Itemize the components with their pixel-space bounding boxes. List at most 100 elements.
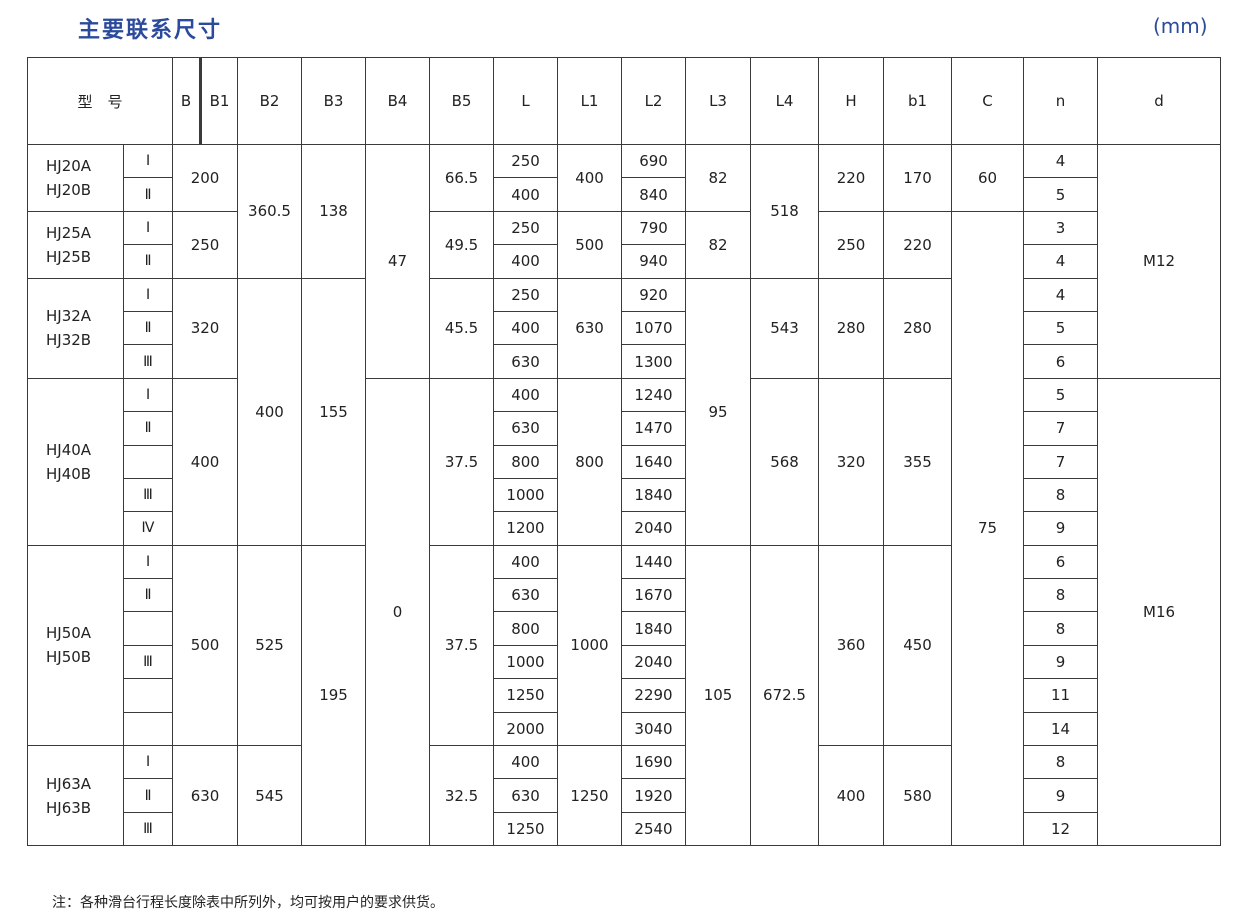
L2-cell: 1240 (621, 377, 687, 413)
header-L4: L4 (750, 57, 820, 145)
page-title: 主要联系尺寸 (78, 18, 223, 43)
n-cell: 9 (1023, 511, 1099, 546)
n-cell: 5 (1023, 177, 1099, 212)
n-cell: 4 (1023, 143, 1099, 179)
B5-cell: 37.5 (429, 377, 495, 546)
L1-cell: 400 (557, 144, 623, 212)
footnote: 注：各种滑台行程长度除表中所列外，均可按用户的要求供货。 (52, 895, 444, 911)
B4-cell: 47 (365, 144, 431, 379)
L-cell: 630 (493, 778, 559, 813)
table-row: HJ25A HJ25B Ⅰ 250 49.5 250 500 790 82 250 220 75 3 (27, 210, 1221, 847)
header-L: L (493, 57, 559, 145)
L-cell: 630 (493, 344, 559, 379)
table-row: HJ20A HJ20B Ⅰ 200 360.5 138 47 66.5 250 400 690 82 5… (27, 143, 1222, 379)
B-cell: 320 (172, 277, 239, 379)
L1-cell: 500 (557, 210, 623, 279)
n-cell: 6 (1023, 544, 1099, 580)
table-row: HJ63A HJ63B Ⅰ 630 545 32.5 400 1250 1690 400 580 8 (27, 745, 1221, 847)
L-cell: 400 (493, 745, 559, 780)
L-cell: 800 (493, 611, 559, 646)
model-name: HJ50A (46, 624, 92, 643)
header-B5: B5 (429, 57, 495, 145)
n-cell: 8 (1023, 745, 1099, 780)
grade-cell: Ⅰ (122, 745, 174, 780)
grade-cell: Ⅱ (122, 578, 174, 613)
L2-cell: 3040 (621, 711, 687, 747)
n-cell: 14 (1023, 711, 1099, 747)
B2-cell: 360.5 (237, 144, 303, 279)
grade-cell: Ⅰ (122, 143, 174, 179)
n-cell: 3 (1023, 210, 1099, 246)
grade-cell (122, 711, 174, 747)
grade-cell: Ⅰ (122, 544, 174, 580)
L-cell: 250 (493, 143, 559, 179)
L2-cell: 1670 (621, 578, 687, 613)
n-cell: 9 (1023, 644, 1099, 680)
model-name: HJ63A (46, 774, 92, 793)
B3-cell: 138 (301, 144, 367, 279)
B5-cell: 45.5 (429, 277, 495, 379)
table-row: 800 1640 7 (28, 444, 1221, 479)
header-model: 型 号 (26, 57, 174, 145)
L4-cell: 568 (750, 377, 820, 546)
L2-cell: 1920 (621, 778, 687, 813)
B5-cell: 66.5 (429, 144, 495, 212)
grade-cell: Ⅰ (122, 210, 174, 246)
n-cell: 7 (1023, 444, 1099, 479)
b1-cell: 220 (883, 210, 953, 279)
grade-cell (122, 611, 174, 646)
B-cell: 500 (172, 544, 239, 747)
header-L1: L1 (557, 57, 623, 145)
table-row: HJ50A HJ50B Ⅰ 500 525 195 37.5 400 1000 1440 105 67… (27, 544, 1221, 847)
H-cell: 400 (818, 745, 885, 847)
header-B1: B1 (200, 57, 239, 145)
model-name: HJ63B (46, 798, 92, 817)
table-row: 800 1840 8 (28, 611, 1221, 646)
grade-cell: Ⅱ (122, 177, 174, 212)
L4-cell: 543 (750, 277, 820, 379)
B5-cell: 37.5 (429, 544, 495, 747)
header-row: 型 号 B B1 B2 B3 B4 B5 L L1 L2 L3 L4 H b1 … (26, 57, 1222, 145)
model-cell: HJ50A HJ50B (27, 544, 124, 747)
L2-cell: 940 (621, 244, 687, 279)
L-cell: 400 (493, 544, 559, 580)
b1-cell: 580 (883, 745, 953, 847)
header-b1: b1 (883, 57, 953, 145)
header-H: H (818, 57, 885, 145)
header-B2: B2 (237, 57, 303, 145)
grade-cell: Ⅲ (122, 477, 174, 513)
B2-cell: 525 (237, 544, 303, 747)
B-cell: 250 (172, 210, 239, 279)
grade-cell: Ⅱ (122, 244, 174, 279)
L4-cell: 518 (750, 144, 820, 279)
n-cell: 11 (1023, 678, 1099, 713)
C-cell: 75 (951, 210, 1025, 847)
L2-cell: 2040 (621, 644, 687, 680)
n-cell: 7 (1023, 411, 1099, 446)
L2-cell: 1690 (621, 745, 687, 780)
header-B4: B4 (365, 57, 431, 145)
H-cell: 320 (818, 377, 885, 546)
L-cell: 400 (493, 310, 559, 346)
L-cell: 250 (493, 277, 559, 312)
header-L3: L3 (685, 57, 752, 145)
table-body: HJ20A HJ20B Ⅰ 200 360.5 138 47 66.5 250 400 690 82 5… (27, 143, 1222, 847)
b1-cell: 280 (883, 277, 953, 379)
B2-cell: 400 (237, 277, 303, 546)
L2-cell: 1440 (621, 544, 687, 580)
n-cell: 5 (1023, 310, 1099, 346)
L2-cell: 1840 (621, 611, 687, 646)
L1-cell: 1000 (557, 544, 623, 747)
table-row: Ⅱ 630 1470 7 (28, 411, 1221, 446)
L2-cell: 2540 (621, 811, 687, 847)
grade-cell: Ⅲ (122, 644, 174, 680)
L1-cell: 1250 (557, 745, 623, 847)
header-B: B (172, 57, 203, 145)
grade-cell (122, 444, 174, 479)
C-cell: 60 (951, 144, 1025, 212)
L-cell: 400 (493, 244, 559, 279)
L-cell: 1200 (493, 511, 559, 546)
header-C: C (951, 57, 1025, 145)
dimension-table: 型 号 B B1 B2 B3 B4 B5 L L1 L2 L3 L4 H b1 … (26, 57, 1222, 847)
model-name: HJ20A (46, 156, 92, 175)
